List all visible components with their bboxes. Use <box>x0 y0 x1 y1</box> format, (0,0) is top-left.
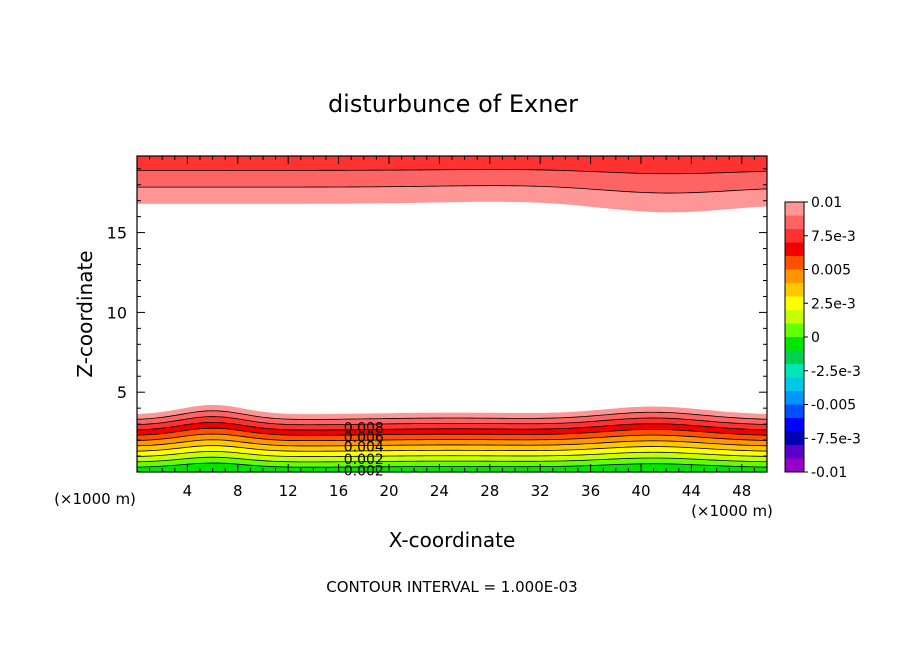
x-unit-label-left: (×1000 m) <box>54 490 136 508</box>
top-contour-band <box>137 156 767 174</box>
y-axis-label: Z-coordinate <box>73 250 97 377</box>
bottom-contour-line <box>137 456 767 463</box>
colorbar-swatch <box>785 202 804 216</box>
x-tick-label: 28 <box>480 482 499 500</box>
colorbar-label: 0 <box>811 330 820 346</box>
bottom-contour-line <box>137 462 767 468</box>
bottom-contour-line <box>137 433 767 442</box>
colorbar-swatch <box>785 431 804 446</box>
colorbar-swatch <box>785 229 804 243</box>
colorbar-swatch <box>785 296 804 311</box>
x-tick-label: 12 <box>279 482 298 500</box>
x-tick-label: 16 <box>329 482 348 500</box>
top-contour-line <box>137 185 767 194</box>
x-tick-label: 40 <box>631 482 650 500</box>
colorbar-swatch <box>785 350 804 365</box>
colorbar-label: -2.5e-3 <box>811 364 861 380</box>
y-tick-label: 5 <box>117 383 127 402</box>
colorbar-swatch <box>785 404 804 419</box>
x-tick-label: 24 <box>430 482 449 500</box>
colorbar-label: 0.005 <box>811 263 851 279</box>
x-tick-label: 32 <box>531 482 550 500</box>
bottom-contour-band <box>137 463 767 472</box>
colorbar-label: -0.005 <box>811 398 856 414</box>
colorbar-swatch <box>785 256 804 270</box>
colorbar-swatch <box>785 242 804 257</box>
contour-label: 0.004 <box>344 440 384 456</box>
x-axis-label: X-coordinate <box>389 528 516 552</box>
colorbar: 0.01 7.5e-3 0.005 2.5e-3 0 -2.5e-3 -0.005 -7.5e… <box>784 195 861 481</box>
y-unit-label-right: (×1000 m) <box>691 502 773 520</box>
x-tick-label: 8 <box>233 482 243 500</box>
colorbar-swatch <box>785 445 804 459</box>
contour-label: 0.008 <box>344 420 384 436</box>
bottom-contour-line <box>137 427 767 436</box>
colorbar-label: 7.5e-3 <box>811 229 856 245</box>
contour-plot-area <box>137 156 767 472</box>
bottom-contour-line <box>137 450 767 457</box>
colorbar-swatch <box>785 418 804 432</box>
x-tick-label: 4 <box>183 482 193 500</box>
colorbar-swatch <box>785 337 804 351</box>
contour-bands <box>137 156 767 472</box>
top-contour-line <box>137 169 767 175</box>
bottom-contour-line <box>137 410 767 420</box>
colorbar-swatch <box>785 215 804 230</box>
x-tick-label: 20 <box>379 482 398 500</box>
colorbar-swatch <box>785 283 804 297</box>
x-tick-label: 36 <box>581 482 600 500</box>
colorbar-swatch <box>785 269 804 284</box>
x-tick-label: 48 <box>732 482 751 500</box>
colorbar-label: -0.01 <box>811 465 847 481</box>
colorbar-swatch <box>785 458 804 473</box>
y-tick-label: 15 <box>107 224 127 243</box>
chart-title: disturbunce of Exner <box>328 90 578 118</box>
contour-label: 0.006 <box>344 430 384 446</box>
contour-label: 0.002 <box>344 452 384 468</box>
colorbar-swatch <box>785 310 804 324</box>
colorbar-label: 0.01 <box>811 195 842 211</box>
colorbar-label: 2.5e-3 <box>811 296 856 312</box>
bottom-contour-line <box>137 416 767 426</box>
colorbar-swatch <box>785 364 804 378</box>
bottom-contour-line <box>137 445 767 452</box>
bottom-contour-line <box>137 439 767 447</box>
colorbar-swatch <box>785 377 804 392</box>
x-tick-label: 44 <box>682 482 701 500</box>
colorbar-swatch <box>785 323 804 338</box>
colorbar-label: -7.5e-3 <box>811 431 861 447</box>
y-tick-label: 10 <box>107 303 127 322</box>
colorbar-swatch <box>785 391 804 405</box>
bottom-contour-line <box>137 421 767 431</box>
contour-interval-footer: CONTOUR INTERVAL = 1.000E-03 <box>326 578 577 596</box>
